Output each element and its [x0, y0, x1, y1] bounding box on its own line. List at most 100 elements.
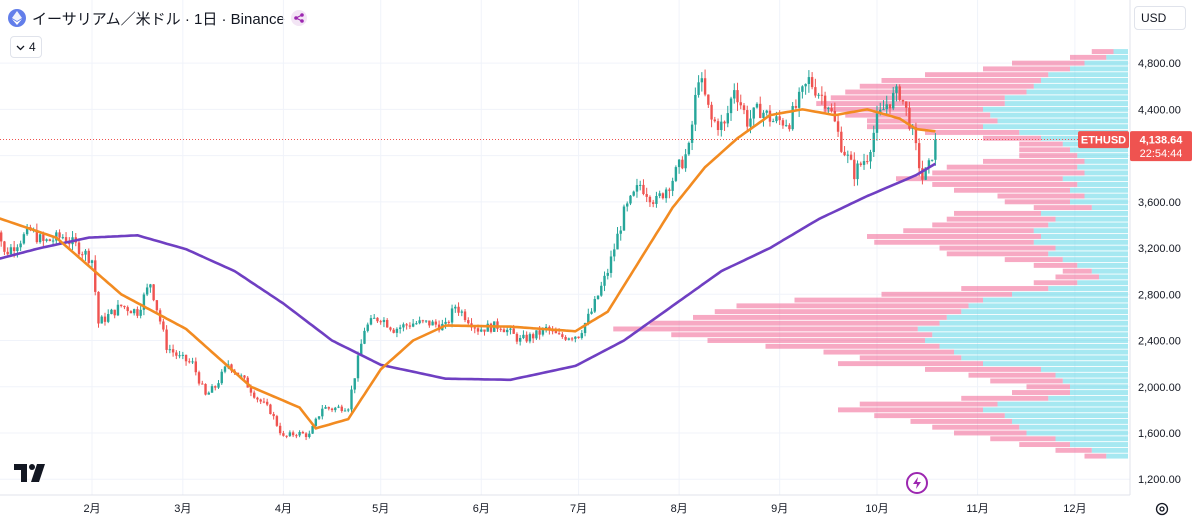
candle-body [632, 191, 635, 196]
candle-body [655, 195, 658, 204]
candle-body [687, 142, 691, 155]
vp-bar-up [1033, 239, 1128, 245]
y-tick-label: 3,600.00 [1138, 197, 1181, 209]
vp-bar-down [845, 112, 991, 118]
candle-body [252, 392, 256, 398]
y-tick-label: 2,400.00 [1138, 336, 1181, 348]
vp-bar-up [1055, 245, 1128, 251]
indicator-toggle-button[interactable]: 4 [10, 36, 42, 58]
candle-body [720, 121, 723, 131]
candle-body [460, 311, 463, 313]
candle-body [733, 90, 736, 99]
candle-body [817, 94, 820, 96]
candle-body [295, 435, 298, 437]
lightning-icon[interactable] [906, 472, 928, 494]
vp-bar-down [714, 309, 962, 315]
candle-body [810, 77, 814, 88]
candle-body [590, 311, 593, 314]
vp-bar-down [838, 407, 983, 413]
candle-body [298, 431, 301, 436]
x-tick-label: 9月 [771, 503, 788, 515]
candle-body [382, 319, 386, 323]
candle-body [771, 121, 775, 123]
vp-bar-down [946, 216, 1056, 222]
chart-title: イーサリアム／米ドル · 1日 · Binance [32, 10, 285, 28]
vp-bar-up [1012, 418, 1128, 424]
candle-body [398, 327, 402, 329]
candle-body [791, 106, 794, 130]
candle-body [119, 304, 123, 306]
candle-body [619, 230, 622, 234]
candle-body [373, 317, 376, 319]
vp-bar-down [939, 245, 1056, 251]
vp-bar-up [1048, 222, 1128, 228]
candle-body [668, 189, 671, 191]
vp-bar-down [1084, 453, 1107, 459]
candle-body [113, 309, 116, 316]
indicator-count: 4 [29, 40, 36, 54]
vp-bar-up [1041, 210, 1128, 216]
candle-body [736, 90, 739, 103]
candle-body [314, 418, 318, 426]
gear-icon[interactable] [1154, 501, 1170, 517]
vp-bar-up [997, 401, 1128, 407]
candle-body [304, 433, 308, 438]
candle-body [162, 321, 165, 330]
vp-bar-down [1033, 205, 1092, 211]
candle-body [155, 300, 159, 311]
vp-bar-up [1084, 170, 1128, 176]
vp-bar-up [1055, 372, 1128, 378]
candle-body [775, 116, 778, 122]
candle-body [525, 334, 528, 342]
vp-bar-down [736, 303, 969, 309]
y-axis: 1,200.00 1,600.00 2,000.00 2,400.00 2,800.00… [1129, 0, 1181, 495]
candle-body [739, 102, 742, 106]
currency-button[interactable]: USD [1134, 6, 1186, 30]
candle-body [473, 327, 476, 329]
candle-body [457, 306, 460, 313]
share-icon[interactable] [290, 10, 307, 26]
candle-body [879, 109, 882, 114]
vp-bar-down [794, 297, 983, 303]
candle-body [807, 77, 811, 84]
vp-bar-up [1077, 262, 1128, 268]
candle-body [895, 86, 898, 93]
candle-body [84, 250, 87, 255]
ma-fast-line [0, 108, 936, 430]
candle-body [434, 321, 438, 325]
vp-bar-down [1062, 268, 1092, 274]
candle-body [512, 328, 515, 334]
candle-body [859, 163, 862, 165]
candle-body [869, 152, 872, 162]
candle-body [853, 159, 856, 180]
vp-bar-down [910, 418, 1012, 424]
candle-body [327, 407, 330, 409]
bar-countdown: 22:54:44 [1140, 148, 1183, 160]
vp-bar-up [1048, 395, 1128, 401]
candle-body [924, 167, 927, 180]
candle-body [136, 309, 139, 316]
candle-body [827, 108, 830, 110]
candle-body [126, 307, 129, 312]
candle-body [42, 234, 45, 241]
candle-body [324, 407, 327, 409]
vp-bar-up [1113, 49, 1128, 55]
vp-bar-up [917, 326, 1128, 332]
candle-body [671, 180, 674, 191]
candle-body [814, 87, 817, 96]
candle-body [149, 284, 152, 288]
candle-body [616, 233, 619, 250]
tradingview-logo[interactable] [14, 464, 48, 482]
vp-bar-down [859, 355, 962, 361]
vp-bar-down [1004, 199, 1070, 205]
vp-bar-down [867, 118, 998, 124]
candle-body [781, 120, 785, 126]
candle-body [700, 78, 704, 83]
candle-body [340, 406, 343, 412]
candle-body [749, 118, 752, 127]
candle-body [639, 184, 642, 186]
vp-bar-up [997, 118, 1128, 124]
vp-bar-down [613, 326, 918, 332]
candle-body [145, 287, 149, 295]
